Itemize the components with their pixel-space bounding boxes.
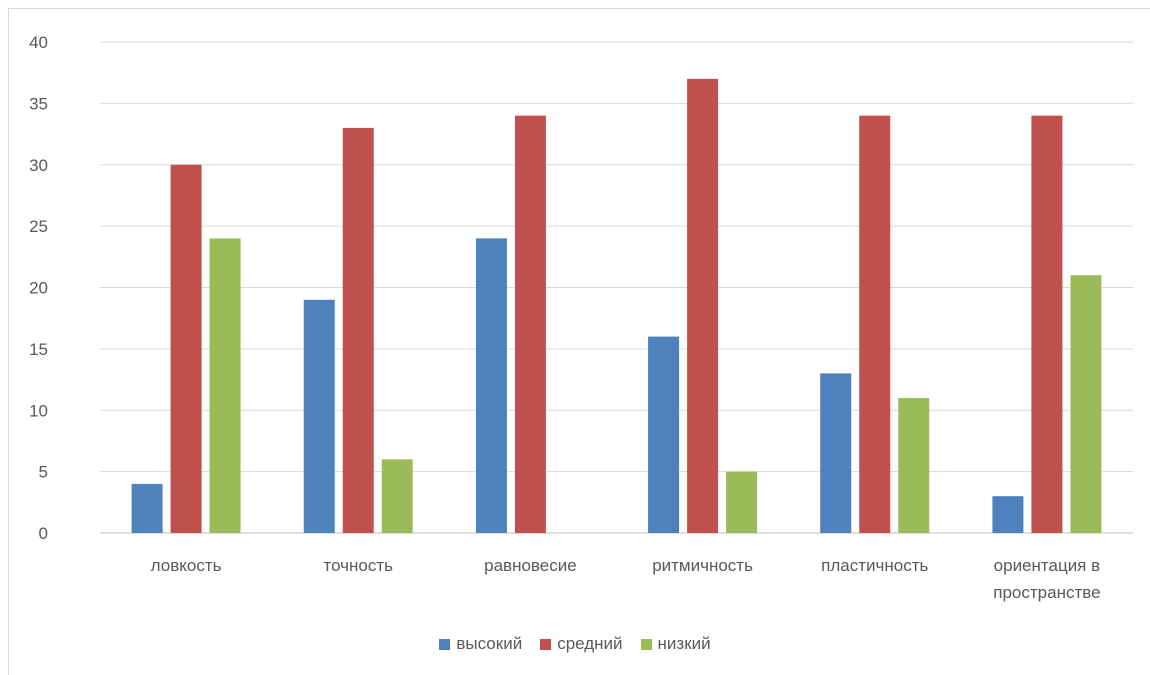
x-tick-label-1: точность — [323, 556, 393, 575]
y-tick-label-40: 40 — [29, 33, 48, 52]
legend-label-series-0: высокий — [456, 634, 523, 653]
bar-низкий-0 — [209, 238, 241, 533]
x-tick-label-2: равновесие — [484, 556, 577, 575]
x-tick-label-5-line-0: ориентация в — [994, 556, 1101, 575]
bar-высокий-4 — [820, 373, 852, 533]
bar-средний-2 — [514, 115, 546, 534]
bar-средний-5 — [1031, 115, 1063, 534]
legend-swatch-series-1 — [540, 638, 552, 650]
x-tick-label-3: ритмичность — [652, 556, 753, 575]
y-tick-label-20: 20 — [29, 279, 48, 298]
y-tick-label-25: 25 — [29, 217, 48, 236]
legend-label-series-2: низкий — [657, 634, 711, 653]
x-tick-label-5-line-1: пространстве — [993, 583, 1100, 602]
bar-высокий-5 — [992, 496, 1024, 533]
bar-средний-0 — [170, 164, 202, 533]
bar-низкий-5 — [1070, 275, 1102, 533]
bar-средний-4 — [859, 115, 891, 534]
bar-высокий-0 — [131, 483, 163, 533]
y-tick-label-0: 0 — [39, 524, 48, 543]
y-tick-label-30: 30 — [29, 156, 48, 175]
legend-item-series-2: низкий — [640, 634, 711, 654]
legend-swatch-series-0 — [439, 638, 451, 650]
x-tick-label-0: ловкость — [151, 556, 222, 575]
legend-swatch-series-2 — [640, 638, 652, 650]
legend: высокий средний низкий — [0, 634, 1150, 654]
legend-item-series-1: средний — [540, 634, 623, 654]
bar-высокий-1 — [303, 299, 335, 533]
bar-высокий-2 — [475, 238, 507, 533]
legend-label-series-1: средний — [557, 634, 623, 653]
bar-низкий-3 — [726, 471, 758, 533]
x-tick-label-4: пластичность — [821, 556, 928, 575]
y-tick-label-15: 15 — [29, 340, 48, 359]
bar-средний-3 — [687, 78, 719, 533]
y-tick-label-5: 5 — [39, 463, 48, 482]
bar-низкий-4 — [898, 397, 930, 533]
bar-высокий-3 — [648, 336, 680, 533]
legend-item-series-0: высокий — [439, 634, 522, 654]
bar-средний-1 — [342, 127, 374, 534]
bar-низкий-1 — [381, 459, 413, 533]
y-tick-label-35: 35 — [29, 94, 48, 113]
y-tick-label-10: 10 — [29, 401, 48, 420]
